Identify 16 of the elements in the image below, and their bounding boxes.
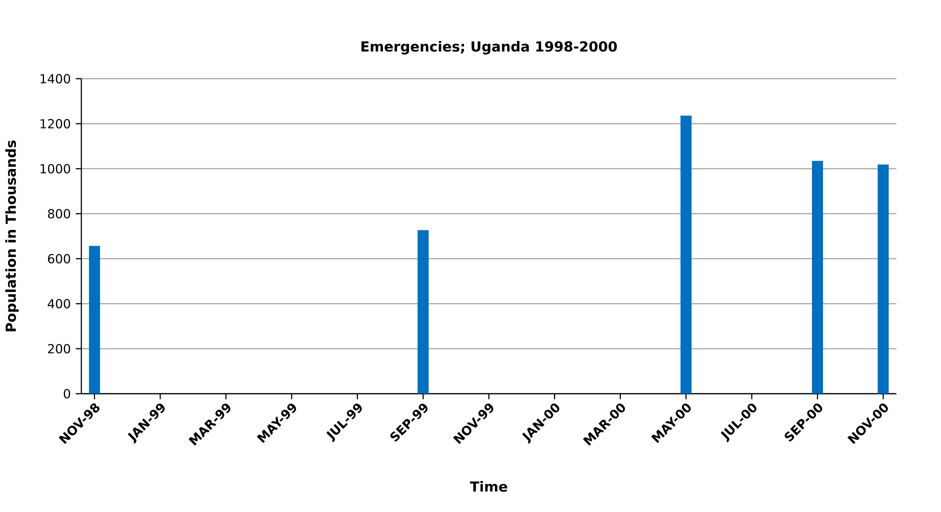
y-tick-label: 1200: [40, 119, 70, 129]
y-axis-title: Population in Thousands: [5, 140, 19, 332]
y-tick-label: 0: [64, 389, 70, 398]
x-axis-title: Time: [470, 481, 508, 492]
y-tick-label: 1000: [40, 164, 70, 174]
bar: [680, 116, 692, 394]
y-tick-label: 1400: [40, 74, 70, 84]
y-tick-label: 800: [48, 209, 70, 219]
y-tick-label: 400: [48, 299, 70, 309]
bar: [878, 164, 889, 394]
y-tick-label: 600: [48, 254, 70, 264]
chart-title: Emergencies; Uganda 1998-2000: [361, 41, 617, 55]
bar: [88, 246, 100, 394]
bar: [812, 160, 824, 394]
y-tick-label: 200: [48, 344, 70, 354]
bar: [418, 230, 429, 394]
